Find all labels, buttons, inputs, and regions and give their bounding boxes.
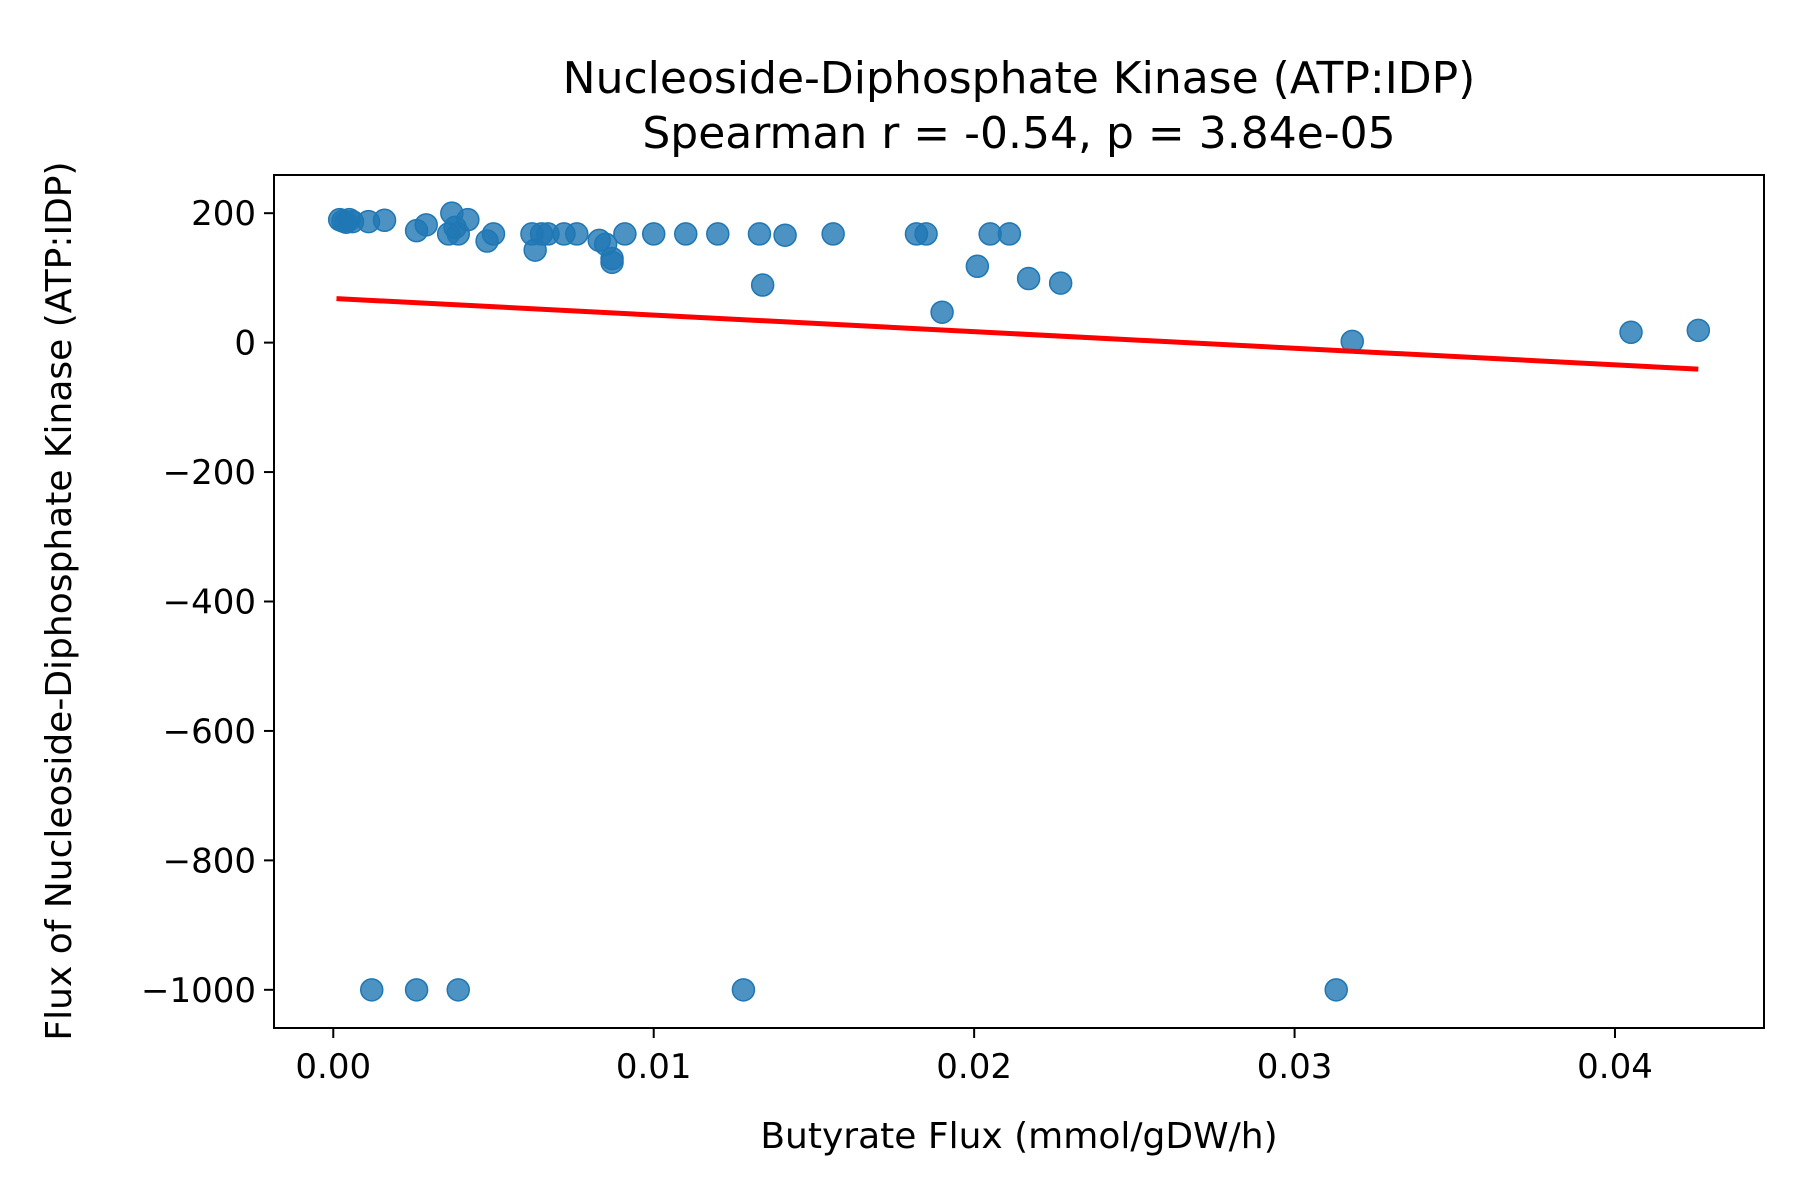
data-point (997, 222, 1022, 246)
chart-title: Nucleoside-Diphosphate Kinase (ATP:IDP) (563, 53, 1476, 104)
y-tick-label: −800 (163, 841, 256, 881)
data-point (914, 222, 938, 246)
data-point (773, 223, 797, 247)
data-point (1324, 978, 1348, 1002)
data-point (965, 254, 990, 279)
data-point (930, 300, 954, 324)
data-point (359, 978, 384, 1002)
data-point (750, 273, 775, 297)
y-tick-label: −600 (163, 712, 256, 752)
data-point (747, 222, 772, 246)
data-point (674, 222, 698, 246)
data-point (446, 978, 470, 1002)
data-point (613, 222, 637, 246)
x-tick-label: 0.03 (1257, 1047, 1333, 1087)
y-axis-ticks: 200 0 −200 −400 −600 −800 −1000 (141, 194, 274, 1011)
x-axis-label: Butyrate Flux (mmol/gDW/h) (760, 1116, 1277, 1157)
plot-frame (273, 174, 1765, 1029)
data-point (565, 222, 589, 246)
data-point (821, 222, 845, 246)
y-axis-label: Flux of Nucleoside-Diphosphate Kinase (A… (39, 161, 80, 1040)
x-axis-ticks: 0.00 0.01 0.02 0.03 0.04 (295, 1028, 1653, 1087)
x-tick-label: 0.04 (1577, 1047, 1653, 1087)
data-point (404, 978, 429, 1002)
data-point (706, 222, 730, 246)
y-tick-label: 200 (191, 194, 256, 234)
data-point (641, 222, 666, 246)
data-point (481, 222, 506, 246)
data-point (456, 207, 480, 232)
data-point (1016, 266, 1041, 291)
y-tick-label: −1000 (141, 971, 256, 1011)
data-point (414, 213, 438, 237)
chart-subtitle: Spearman r = -0.54, p = 3.84e-05 (642, 108, 1395, 159)
x-tick-label: 0.02 (936, 1047, 1012, 1087)
data-point (1048, 271, 1073, 295)
data-points (327, 201, 1711, 1002)
data-point (1619, 320, 1643, 345)
regression-line (336, 296, 1699, 372)
y-tick-label: −400 (163, 583, 256, 623)
y-tick-label: −200 (163, 453, 256, 493)
x-tick-label: 0.01 (616, 1047, 692, 1087)
data-point (600, 246, 624, 271)
data-point (731, 978, 756, 1002)
y-tick-label: 0 (234, 324, 256, 364)
data-point (372, 208, 397, 233)
x-tick-label: 0.00 (295, 1047, 371, 1087)
data-point (1686, 318, 1711, 343)
